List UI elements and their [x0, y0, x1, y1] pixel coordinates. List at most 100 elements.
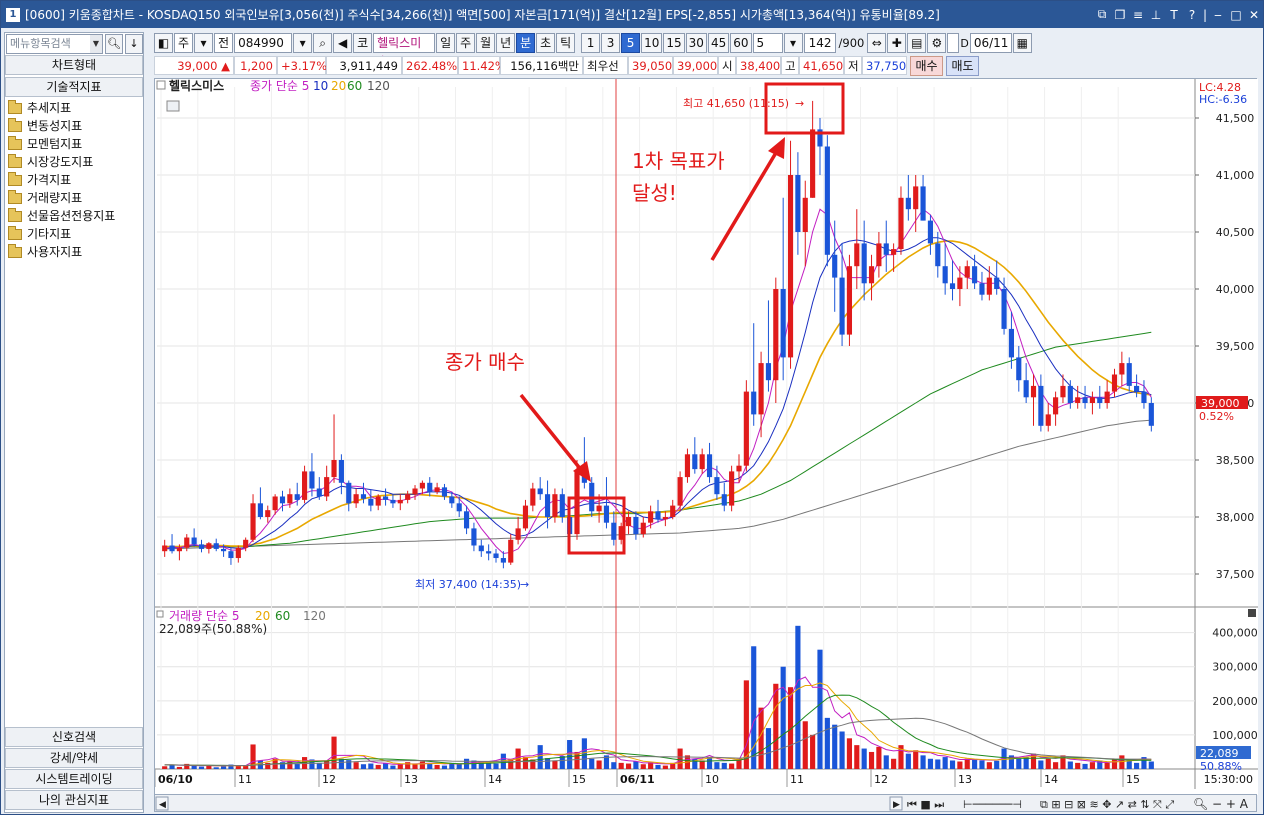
volume-tick-label: 200,000 [1212, 695, 1258, 708]
font-icon[interactable]: T [1170, 7, 1178, 22]
volume-bar [184, 763, 190, 769]
chart-tools-icons[interactable]: ⧉ ⊞ ⊟ ⊠ ≋ ✥ ↗ ⇄ ⇅ ⤧ ⤢ [1040, 798, 1174, 811]
calendar-icon[interactable]: ▦ [1012, 33, 1032, 53]
volume-bar [706, 757, 713, 769]
indicator-folder-label: 변동성지표 [27, 119, 83, 133]
sell-button[interactable]: 매도 [946, 55, 979, 76]
chevron-down-icon[interactable]: ▾ [194, 33, 214, 53]
volume-bar [920, 755, 926, 769]
indicator-folder-3[interactable]: 시장강도지표 [8, 153, 115, 171]
mode-select[interactable]: 전 [214, 33, 234, 53]
candlestick-chart[interactable]: 41,500 41,000 40,500 40,000 39,500 39,000 38,5… [154, 78, 1258, 795]
crosshair-icon[interactable]: ✚ [887, 33, 907, 53]
pin-icon[interactable]: ⊥ [1150, 7, 1162, 22]
period-minute[interactable]: 분 [516, 33, 536, 53]
search-icon[interactable]: ⌕ [313, 33, 333, 53]
search-icon[interactable]: 🔍︎ [105, 34, 123, 54]
candle-body [861, 243, 867, 284]
chart-area[interactable]: 41,500 41,000 40,500 40,000 39,500 39,000 38,5… [154, 78, 1258, 795]
indicator-folder-8[interactable]: 사용자지표 [8, 243, 115, 261]
settings-icon[interactable]: ≡ [1132, 7, 1144, 22]
minimize-icon[interactable]: ‒ [1214, 7, 1222, 22]
zoom-slider[interactable]: ⊢──────⊣ [963, 798, 1022, 811]
close-icon[interactable]: ✕ [1248, 7, 1260, 22]
my-indicators-button[interactable]: 나의 관심지표 [5, 790, 143, 810]
tech-indicator-header[interactable]: 기술적지표 [5, 77, 143, 97]
interval-3[interactable]: 3 [601, 33, 621, 53]
period-tick[interactable]: 틱 [556, 33, 576, 53]
candle-body [655, 511, 661, 520]
indicator-folder-1[interactable]: 변동성지표 [8, 117, 115, 135]
indicator-folder-5[interactable]: 거래량지표 [8, 189, 115, 207]
code-input[interactable]: 084990 [234, 33, 293, 53]
chevron-down-icon[interactable]: ▼ [90, 35, 102, 53]
interval-30[interactable]: 30 [685, 33, 707, 53]
count-input[interactable]: 142 [803, 33, 836, 53]
interval-15[interactable]: 15 [663, 33, 685, 53]
volume-bar [1001, 748, 1007, 769]
chart-type-header[interactable]: 차트형태 [5, 55, 143, 75]
indicator-folder-2[interactable]: 모멘텀지표 [8, 135, 115, 153]
candle-body [625, 517, 632, 527]
stock-name[interactable]: 헬릭스미스 [373, 33, 436, 68]
chevron-down-icon[interactable]: ▾ [293, 33, 313, 53]
volume-bar [780, 666, 786, 769]
buy-button[interactable]: 매수 [910, 55, 943, 76]
candle-body [1134, 385, 1140, 392]
candle-body [338, 460, 344, 483]
period-day[interactable]: 일 [436, 33, 456, 53]
volume-bar [714, 762, 720, 769]
volume-bar [692, 758, 698, 769]
date-input[interactable]: 06/11 [969, 33, 1012, 53]
code-type-label[interactable]: 코 [353, 33, 373, 53]
speaker-icon[interactable]: ◀︎ [333, 33, 353, 53]
time-tick-label: 13 [958, 773, 972, 786]
drag-icon[interactable]: ⇔ [867, 33, 887, 53]
layout-icon[interactable]: ◧ [154, 33, 173, 53]
save-icon[interactable]: ▤ [907, 33, 927, 53]
help-icon[interactable]: ? [1188, 7, 1196, 22]
scroll-right-icon[interactable] [889, 796, 903, 811]
panel-close-icon [1248, 609, 1256, 617]
market-select[interactable]: 주 [174, 33, 194, 53]
arrow-down-icon[interactable]: ↓ [125, 34, 143, 54]
volume-bar [1082, 763, 1088, 769]
candle-body [994, 277, 1000, 289]
indicator-folder-0[interactable]: 추세지표 [8, 99, 115, 117]
interval-input[interactable]: 5 [752, 33, 783, 53]
system-trading-button[interactable]: 시스템트레이딩 [5, 769, 143, 789]
scroll-left-icon[interactable] [155, 796, 169, 811]
interval-45[interactable]: 45 [707, 33, 730, 53]
volume-bar [1053, 762, 1059, 769]
candle-body [574, 471, 580, 535]
interval-5[interactable]: 5 [621, 33, 641, 53]
interval-1[interactable]: 1 [581, 33, 601, 53]
link-icon[interactable]: ⧉ [1097, 7, 1107, 21]
chevron-down-icon[interactable]: ▾ [783, 33, 803, 53]
menu-search-input[interactable]: 메뉴항목검색 ▼ [6, 34, 103, 54]
volume-bar [846, 738, 853, 769]
maximize-icon[interactable]: □ [1230, 7, 1242, 22]
copy-window-icon[interactable]: ❐ [1114, 7, 1126, 22]
indicator-folder-7[interactable]: 기타지표 [8, 225, 115, 243]
period-second[interactable]: 초 [536, 33, 556, 53]
signal-search-button[interactable]: 신호검색 [5, 727, 143, 747]
gear-icon[interactable]: ⚙ [927, 33, 947, 53]
volume-bar [1089, 762, 1095, 769]
zoom-controls-icon[interactable]: 🔍︎ − + A [1193, 797, 1249, 811]
playback-controls[interactable]: ⏮ ■ ⏭ [907, 798, 944, 811]
interval-10[interactable]: 10 [641, 33, 663, 53]
current-volume-marker [1196, 746, 1251, 759]
volume-bar [162, 766, 168, 769]
strength-button[interactable]: 강세/약세 [5, 748, 143, 768]
indicator-folder-6[interactable]: 선물옵션전용지표 [8, 207, 115, 225]
date-checkbox[interactable] [947, 33, 960, 53]
period-month[interactable]: 월 [476, 33, 496, 53]
indicator-folder-4[interactable]: 가격지표 [8, 171, 115, 189]
period-year[interactable]: 년 [496, 33, 516, 53]
period-week[interactable]: 주 [456, 33, 476, 53]
volume-bar [876, 746, 882, 769]
time-tick-label: 10 [705, 773, 719, 786]
app-number-icon[interactable]: 1 [6, 7, 20, 22]
interval-60[interactable]: 60 [730, 33, 752, 53]
